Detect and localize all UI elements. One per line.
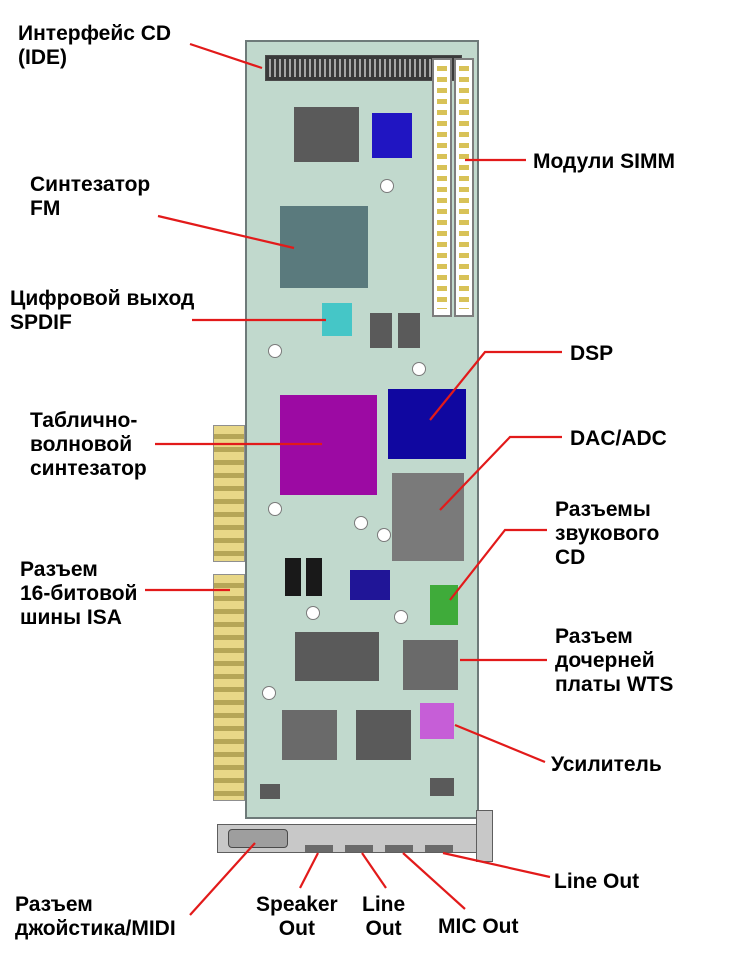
label-isa: Разъем 16-битовой шины ISA <box>20 558 137 630</box>
label-dsp: DSP <box>570 342 613 366</box>
label-wts: Разъем дочерней платы WTS <box>555 625 673 697</box>
label-lineout: Line Out <box>554 870 639 894</box>
label-amp: Усилитель <box>551 753 662 777</box>
label-simm: Модули SIMM <box>533 150 675 174</box>
label-linein: Line Out <box>362 893 405 941</box>
label-ide: Интерфейс CD (IDE) <box>18 22 171 70</box>
label-fm: Синтезатор FM <box>30 173 150 221</box>
label-wt: Таблично- волновой синтезатор <box>30 409 147 481</box>
label-spk: Speaker Out <box>256 893 338 941</box>
label-mic: MIC Out <box>438 915 518 939</box>
label-spdif: Цифровой выход SPDIF <box>10 287 194 335</box>
label-dac: DAC/ADC <box>570 427 667 451</box>
label-cd: Разъемы звукового CD <box>555 498 659 570</box>
label-joy: Разъем джойстика/MIDI <box>15 893 176 941</box>
